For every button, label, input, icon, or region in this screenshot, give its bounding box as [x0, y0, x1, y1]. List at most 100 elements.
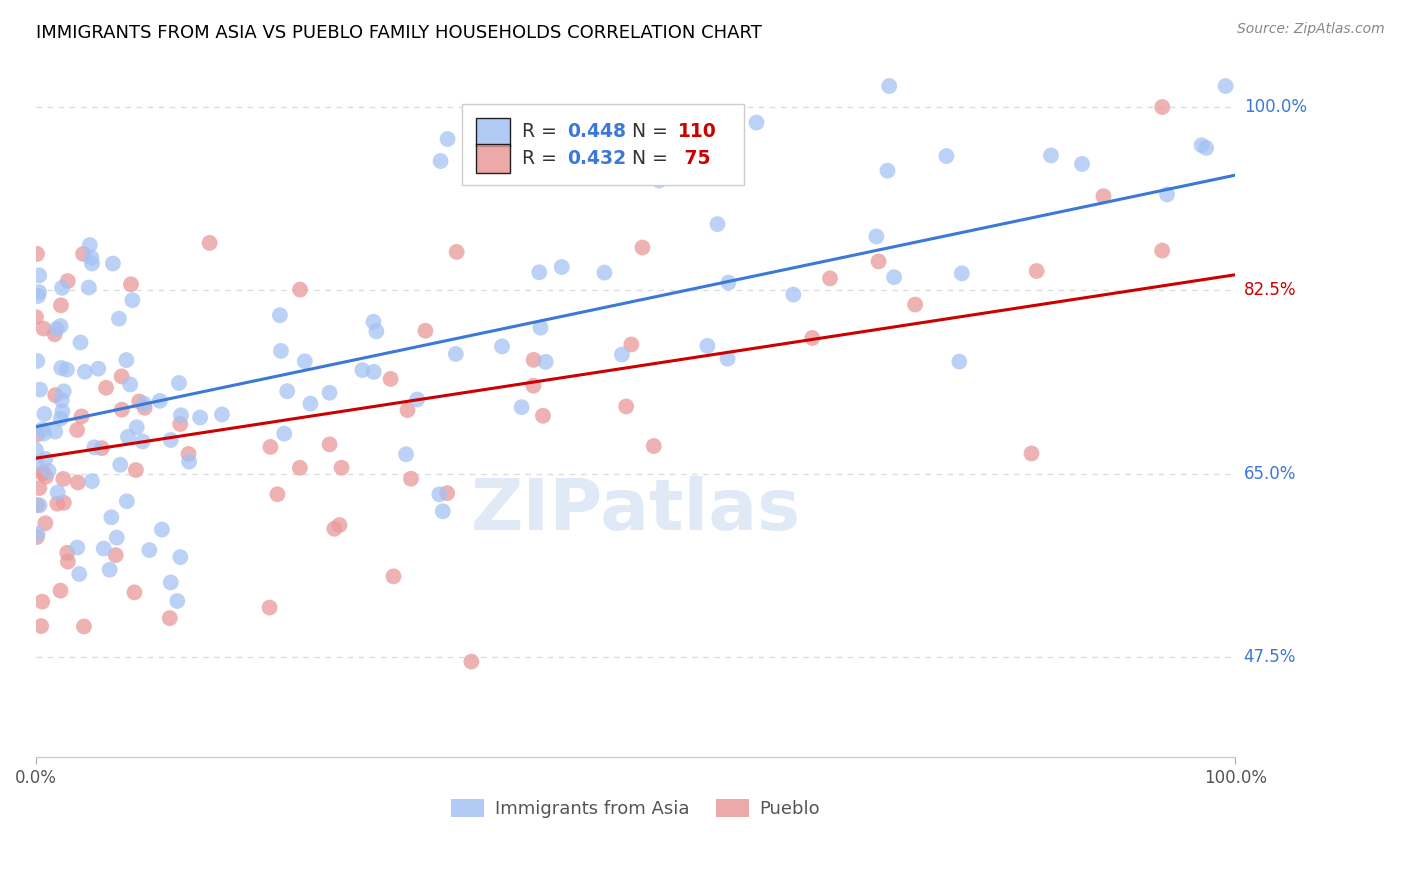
Point [1040, 148, 1063, 162]
Point [49, 583, 72, 598]
Point [31, 594, 53, 608]
Point [56, 546, 79, 560]
FancyBboxPatch shape [477, 118, 510, 146]
Point [80, 251, 103, 265]
Point [52, 472, 75, 486]
Point [380, 372, 402, 386]
FancyBboxPatch shape [461, 103, 744, 185]
Point [44, 327, 66, 342]
Point [868, 254, 890, 268]
Point [77, 280, 100, 294]
Point [523, 352, 546, 367]
Point [950, 266, 973, 280]
Point [166, 594, 188, 608]
Point [30, 619, 52, 633]
Point [1215, 78, 1237, 93]
Text: 65.0%: 65.0% [1244, 465, 1296, 483]
Point [56, 555, 79, 569]
Point [128, 394, 150, 409]
Point [534, 355, 557, 369]
Point [98, 563, 121, 577]
Point [648, 173, 671, 187]
Point [31, 422, 53, 436]
Point [330, 460, 353, 475]
Point [211, 408, 233, 422]
Point [32, 321, 55, 335]
Point [323, 522, 346, 536]
Point [44, 388, 66, 402]
Point [294, 354, 316, 368]
Point [876, 163, 898, 178]
Point [37, 464, 59, 478]
Point [67, 567, 90, 582]
Point [125, 463, 148, 477]
Point [460, 655, 482, 669]
Point [150, 523, 173, 537]
Point [110, 458, 132, 472]
Point [80, 256, 103, 270]
Point [46, 497, 69, 511]
Point [31, 467, 53, 481]
Point [529, 320, 551, 334]
Point [159, 575, 181, 590]
Point [79, 238, 101, 252]
Point [66, 475, 89, 490]
Point [80, 474, 103, 488]
Point [510, 400, 533, 414]
Text: ZIPatlas: ZIPatlas [471, 476, 800, 545]
Point [134, 401, 156, 415]
Point [446, 244, 468, 259]
Text: 110: 110 [678, 122, 716, 141]
Point [32, 466, 55, 480]
Point [105, 531, 128, 545]
Point [1191, 138, 1213, 153]
Point [259, 600, 281, 615]
Point [45, 322, 67, 336]
Point [266, 487, 288, 501]
Point [259, 440, 281, 454]
Point [101, 256, 124, 270]
Point [198, 235, 221, 250]
Point [522, 378, 544, 392]
Point [73, 619, 96, 633]
Point [427, 487, 450, 501]
Text: Source: ZipAtlas.com: Source: ZipAtlas.com [1237, 22, 1385, 37]
Point [87, 361, 110, 376]
Point [100, 510, 122, 524]
Point [25, 530, 48, 544]
Point [131, 434, 153, 449]
Point [25, 427, 48, 442]
Point [614, 400, 637, 414]
Point [69, 335, 91, 350]
Point [188, 410, 211, 425]
Point [159, 611, 181, 625]
Point [25, 443, 48, 458]
Point [328, 518, 350, 533]
Point [27, 526, 49, 541]
Text: 0.448: 0.448 [567, 122, 626, 141]
Point [717, 276, 740, 290]
Point [1071, 157, 1094, 171]
Point [44, 425, 66, 439]
Point [1195, 141, 1218, 155]
Point [117, 430, 139, 444]
Point [159, 433, 181, 447]
Point [877, 78, 900, 93]
Point [1152, 100, 1174, 114]
Point [415, 324, 437, 338]
Point [529, 265, 551, 279]
Point [94, 381, 117, 395]
Point [28, 498, 51, 512]
Point [429, 154, 451, 169]
Point [935, 149, 957, 163]
Point [138, 543, 160, 558]
Point [436, 132, 458, 146]
Point [46, 485, 69, 500]
Point [643, 439, 665, 453]
Point [904, 297, 927, 311]
Point [269, 308, 291, 322]
Point [593, 266, 616, 280]
Point [34, 407, 56, 421]
Point [27, 289, 49, 303]
Point [444, 347, 467, 361]
